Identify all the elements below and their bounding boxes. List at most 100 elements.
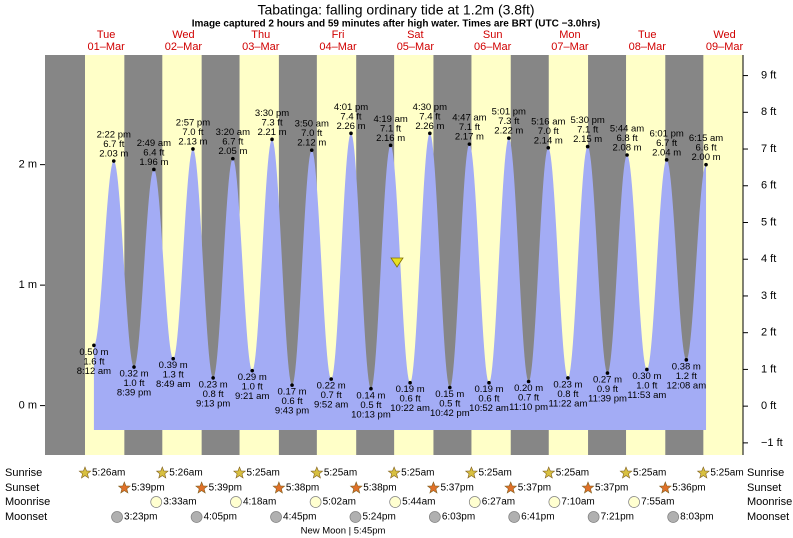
tide-time: 9:13 pm [196,398,230,409]
moonrise-icon [389,496,402,508]
annotations: Tue01–MarWed02–MarThu03–MarFri04–MarSat0… [5,29,792,537]
tide-height-m: 0.17 m [278,387,307,398]
tide-height-m: 2.08 m [613,143,642,154]
tide-time: 3:30 pm [255,108,289,119]
tide-height-ft: 7.3 ft [498,116,519,127]
tide-extreme-dot [684,358,689,362]
row-label: Sunset [747,482,781,494]
tide-height-ft: 0.7 ft [518,393,539,404]
tide-extreme-dot [290,383,294,387]
moonrise-icon [230,496,242,508]
tide-time: 2:57 pm [176,117,210,128]
tide-extreme-dot [448,385,452,390]
sunrise-time: 5:26am [92,468,125,479]
y-tick-label: 1 m [19,279,37,291]
sunset-time: 5:39pm [131,483,164,494]
tide-height-ft: 1.6 ft [83,356,104,367]
tide-height-m: 0.14 m [356,390,385,401]
row-label: Sunrise [5,467,42,479]
tide-extreme-dot [211,376,215,380]
moonset-icon [349,511,362,523]
y2-tick-label: 4 ft [761,253,776,265]
tide-height-m: 0.32 m [119,369,148,380]
tide-extreme-dot [487,380,491,385]
tide-extreme-dot [309,148,314,152]
day-label: Sat [407,29,424,41]
tide-time: 4:01 pm [334,102,368,113]
sun-icon [387,466,401,479]
tide-extreme-dot [507,136,511,140]
y-tick-label: 2 m [19,159,37,171]
tide-height-ft: 6.7 ft [103,139,124,150]
tide-extreme-dot [329,377,333,381]
moonrise-time: 5:02am [323,497,356,508]
tide-height-ft: 0.8 ft [203,389,224,400]
chart-title: Tabatinga: falling ordinary tide at 1.2m… [257,2,534,18]
tide-height-ft: 7.4 ft [419,111,440,122]
tide-height-ft: 0.6 ft [281,396,302,407]
tide-extreme-dot [428,131,432,136]
sun-icon [619,466,633,479]
tide-time: 4:30 pm [413,102,447,113]
day-label: Wed [172,29,194,41]
sun-icon [696,466,710,479]
tide-height-m: 2.16 m [376,133,405,144]
date-label: 09–Mar [706,41,744,53]
tide-height-ft: 0.8 ft [557,389,578,400]
tide-time: 5:44 am [610,124,644,135]
sunrise-time: 5:25am [324,468,357,479]
tide-extreme-dot [566,376,570,380]
moon-phase: New Moon | 5:45pm [301,526,386,537]
moonset-time: 3:23pm [124,512,157,523]
moonrise-icon [150,496,163,508]
day-label: Thu [251,29,270,41]
tide-extreme-dot [645,367,649,372]
moonrise-time: 3:33am [163,497,196,508]
moonset-icon [428,511,441,523]
y2-tick-label: 6 ft [761,180,776,192]
tide-height-m: 2.05 m [218,146,247,157]
tide-time: 11:22 am [548,398,587,409]
moonrise-icon [468,496,481,508]
moonrise-time: 7:55am [641,497,674,508]
moonset-icon [111,511,123,523]
tide-time: 11:39 pm [588,394,627,405]
tide-time: 9:21 am [235,391,269,402]
tide-height-m: 2.03 m [99,149,128,160]
tide-extreme-dot [388,143,393,148]
tide-time: 12:08 am [667,380,707,391]
sunset-time: 5:37pm [440,483,473,494]
row-label: Sunrise [747,467,784,479]
tide-time: 5:01 pm [492,107,526,118]
date-label: 07–Mar [551,41,589,53]
tide-height-m: 0.50 m [79,347,108,358]
tide-time: 8:12 am [77,366,111,377]
tide-extreme-dot [467,142,472,146]
day-label: Tue [638,29,657,41]
tide-extreme-dot [92,343,96,348]
tide-extreme-dot [132,365,136,369]
moonset-time: 8:03pm [680,512,713,523]
tide-extreme-dot [625,153,629,157]
moonrise-icon [548,496,561,508]
moonrise-icon [309,496,322,508]
tide-height-ft: 7.1 ft [577,125,598,136]
tide-height-ft: 6.7 ft [656,138,677,149]
sunset-time: 5:36pm [672,483,705,494]
y2-tick-label: 5 ft [761,216,776,228]
tide-height-m: 2.17 m [455,132,484,143]
tide-time: 9:43 pm [275,406,309,417]
date-label: 04–Mar [319,41,357,53]
sun-icon [233,466,247,479]
sunrise-time: 5:25am [401,468,434,479]
y2-tick-label: 7 ft [761,143,776,155]
tide-height-ft: 7.1 ft [459,122,480,133]
tide-time: 4:47 am [452,113,486,124]
day-label: Sun [483,29,503,41]
tide-time: 8:39 pm [117,388,151,399]
sun-icon [272,481,286,494]
sun-icon [426,481,440,494]
sun-icon [504,481,518,494]
moonrise-time: 7:10am [561,497,594,508]
tide-area-group [93,133,707,430]
